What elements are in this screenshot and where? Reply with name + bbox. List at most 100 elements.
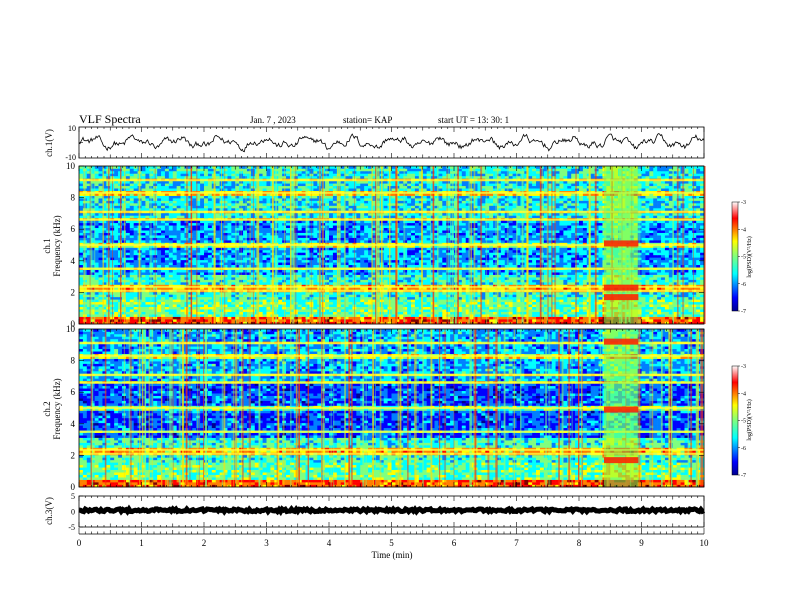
spectrogram-cell — [329, 314, 334, 317]
spectrogram-cell — [383, 262, 388, 266]
spectrogram-cell — [489, 279, 494, 283]
spectrogram-cell — [422, 252, 427, 256]
spectrogram-cell — [696, 296, 701, 300]
spectrogram-cell — [364, 259, 369, 263]
spectrogram-cell — [496, 294, 502, 298]
spectrogram-cell — [352, 272, 357, 275]
spectrogram-cell — [661, 262, 666, 266]
spectrogram-cell — [286, 316, 291, 320]
spectrogram-cell — [446, 269, 451, 273]
spectrogram-cell — [653, 254, 658, 258]
spectrogram-cell — [582, 262, 588, 266]
spectrogram-cell — [688, 309, 693, 312]
spectrogram-cell — [356, 306, 361, 310]
spectrogram-cell — [493, 294, 498, 298]
spectrogram-cell — [289, 314, 295, 317]
spectrogram-cell — [196, 291, 201, 295]
spectrogram-cell — [684, 259, 689, 263]
spectrogram-cell — [532, 274, 537, 278]
spectrogram-cell — [500, 259, 506, 263]
spectrogram-cell — [457, 294, 463, 298]
spectrogram-cell — [180, 304, 185, 308]
spectrogram-cell — [438, 282, 443, 285]
spectrogram-cell — [125, 257, 131, 261]
spectrogram-cell — [94, 301, 99, 305]
spectrogram-cell — [442, 321, 447, 325]
spectrogram-cell — [649, 304, 654, 308]
spectrogram-cell — [672, 311, 677, 315]
spectrogram-cell — [188, 294, 193, 298]
spectrogram-cell — [90, 304, 95, 308]
spectrogram-cell — [289, 296, 295, 300]
spectrogram-cell — [664, 257, 670, 261]
spectrogram-cell — [231, 301, 236, 305]
spectrogram-cell — [215, 321, 220, 325]
spectrogram-cell — [461, 291, 467, 295]
spectrogram-cell — [356, 254, 361, 258]
spectrogram-cell — [438, 299, 443, 303]
spectrogram-cell — [231, 264, 236, 268]
spectrogram-cell — [661, 254, 666, 258]
spectrogram-cell — [172, 321, 177, 325]
spectrogram-cell — [668, 301, 674, 305]
spectrogram-cell — [102, 277, 107, 280]
spectrogram-cell — [133, 259, 138, 263]
spectrogram-cell — [332, 291, 338, 295]
spectrogram-cell — [512, 304, 517, 308]
spectrogram-cell — [282, 254, 287, 258]
spectrogram-cell — [180, 257, 185, 261]
spectrogram-cell — [692, 309, 697, 312]
spectrogram-cell — [289, 321, 295, 325]
spectrogram-cell — [286, 254, 291, 258]
spectrogram-cell — [485, 282, 490, 285]
spectrogram-cell — [293, 301, 299, 305]
spectrogram-cell — [204, 314, 209, 317]
spectrogram-cell — [649, 301, 654, 305]
spectrogram-cell — [98, 311, 103, 315]
spectrogram-cell — [532, 272, 537, 275]
spectrogram-cell — [121, 304, 127, 308]
spectrogram-cell — [489, 254, 494, 258]
spectrogram-cell — [375, 299, 381, 303]
spectrogram-cell — [653, 299, 658, 303]
spectrogram-cell — [555, 299, 560, 303]
spectrogram-cell — [356, 272, 361, 275]
spectrogram-cell — [692, 321, 697, 325]
spectrogram-cell — [336, 314, 342, 317]
spectrogram-cell — [262, 299, 267, 303]
spectrogram-cell — [344, 277, 349, 280]
spectrogram-cell — [79, 314, 84, 317]
spectrogram-cell — [114, 294, 119, 298]
spectrogram-cell — [473, 304, 478, 308]
spectrogram-cell — [266, 296, 271, 300]
spectrogram-cell — [207, 257, 213, 261]
spectrogram-cell — [161, 319, 166, 322]
spectrogram-cell — [297, 301, 302, 305]
spectrogram-cell — [172, 286, 177, 290]
spectrogram-cell — [141, 272, 146, 275]
spectrogram-cell — [477, 274, 482, 278]
spectrogram-cell — [301, 274, 306, 278]
spectrogram-cell — [543, 272, 549, 275]
spectrogram-cell — [641, 321, 646, 325]
spectrogram-cell — [489, 252, 494, 256]
spectrogram-cell — [539, 277, 545, 280]
spectrogram-cell — [223, 252, 228, 256]
spectrogram-cell — [516, 286, 521, 290]
spectrogram-cell — [133, 319, 138, 322]
spectrogram-cell — [383, 309, 388, 312]
spectrogram-cell — [422, 291, 427, 295]
spectrogram-cell — [496, 321, 502, 325]
spectrogram-cell — [172, 274, 177, 278]
spectrogram-cell — [145, 272, 150, 275]
spectrogram-cell — [383, 296, 388, 300]
spectrogram-cell — [286, 262, 291, 266]
spectrogram-cell — [434, 321, 439, 325]
spectrogram-cell — [664, 262, 670, 266]
spectrogram-cell — [223, 274, 228, 278]
spectrogram-cell — [356, 274, 361, 278]
spectrogram-cell — [348, 301, 353, 305]
spectrogram-cell — [172, 277, 177, 280]
spectrogram-cell — [79, 264, 84, 268]
spectrogram-cell — [262, 254, 267, 258]
